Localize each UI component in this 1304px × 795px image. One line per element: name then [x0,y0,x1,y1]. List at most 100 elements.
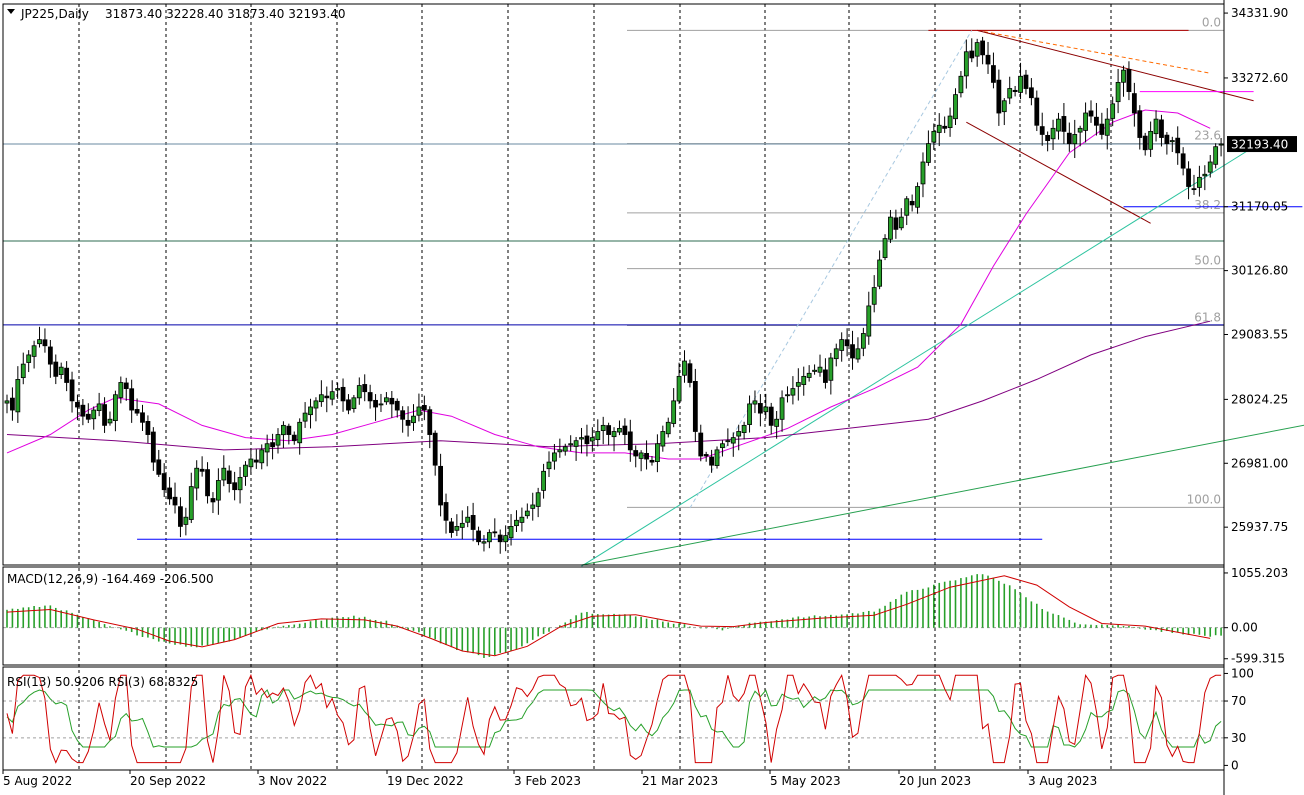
candle [1034,90,1040,132]
candle [102,397,107,433]
candle [606,422,612,446]
price-tick-label-3: 30126.80 [1231,264,1288,278]
candle-body [795,382,801,387]
horizontal-lines[interactable] [3,143,1224,326]
trend-line-6 [581,143,1260,567]
candle-body [638,452,644,459]
candle-body [958,75,964,94]
candle-body [584,435,590,445]
candle-body [1115,81,1121,103]
candle [774,411,780,439]
candle-body [373,399,378,408]
candle-body [167,487,173,500]
rsi-panel[interactable]: RSI(13) 50.9206 RSI(3) 68.8325 [3,673,1224,764]
candle-body [1121,69,1126,83]
candle-body [1197,176,1202,188]
candle [1213,143,1219,169]
main-price-panel[interactable]: 0.0 23.6 38.2 50.0 61.8 100.0 JP225,Daily 318… [3,4,1304,770]
candle [134,398,140,416]
candle [329,380,335,406]
candle [161,463,167,498]
candle [768,402,774,435]
candle-body [53,361,59,377]
price-tick-label-4: 29083.55 [1231,328,1288,342]
candle [178,497,183,538]
candle-body [947,115,953,129]
candle [497,529,503,554]
candle [1218,138,1224,157]
fib-level-label-3: 50.0 [1194,254,1221,268]
candle [449,517,454,538]
last-price-box [1227,136,1297,153]
price-tick-label-1: 33272.60 [1231,71,1288,85]
candle-body [779,397,785,420]
candle-body [503,535,509,543]
candle [31,340,37,369]
candle-body [1148,130,1154,150]
candle [985,41,991,74]
symbol-dropdown-triangle-icon[interactable] [7,9,15,14]
price-tick-label-0: 34331.90 [1231,6,1288,20]
candle-body [850,344,855,359]
candle-body [351,397,357,409]
candle-body [1061,116,1067,132]
candle-body [649,459,655,463]
candle-body [692,381,698,432]
candle [855,337,861,363]
candle-body [248,458,254,468]
candle-body [1034,97,1040,126]
candle-body [774,418,780,427]
candle [1023,69,1029,95]
candle-body [974,42,980,57]
candle-body [687,363,693,383]
fibonacci-retracement[interactable]: 0.0 23.6 38.2 50.0 61.8 100.0 [627,15,1224,508]
time-tick-label-0: 5 Aug 2022 [3,774,72,788]
candle-body [969,50,975,59]
candle [519,507,525,532]
candle-body [817,366,823,373]
moving-average-fast-line [6,109,1211,460]
macd-axis: 1055.203 0.00 -599.315 [1224,566,1288,666]
candle-body [963,51,969,77]
candle [85,403,91,424]
candle [817,354,823,377]
price-axis[interactable]: 34331.90 33272.60 31170.05 30126.80 29083.55… [1224,6,1288,534]
candle-body [129,388,135,411]
candle-body [91,409,97,420]
candle-body [42,339,48,347]
candle [443,493,449,534]
time-tick-label-6: 5 May 2023 [770,774,841,788]
candle-body [80,404,86,417]
fib-level-label-4: 61.8 [1194,311,1221,325]
candle-body [508,526,514,539]
trend-lines[interactable] [137,29,1304,567]
candle [649,456,655,466]
fib-level-label-2: 38.2 [1194,198,1221,212]
candle-body [757,403,763,414]
candle [622,418,628,445]
time-axis[interactable]: 5 Aug 2022 20 Sep 2022 3 Nov 2022 19 Dec 20… [2,770,1097,788]
candle [638,450,644,472]
candle-body [405,419,411,426]
candle-body [145,420,151,435]
candle [346,394,351,415]
candle [763,393,769,419]
candle-body [790,388,796,396]
candle-body [1159,119,1164,138]
candle-body [855,348,861,360]
candle [1088,100,1094,123]
candle-body [893,217,899,230]
candle-body [1110,103,1116,119]
candle-body [1018,75,1023,93]
candle [627,419,633,462]
candle [145,415,151,443]
candle [942,116,948,134]
candle [324,386,330,413]
macd-panel[interactable]: MACD(12,26,9) -164.469 -206.500 [3,572,1224,658]
candle-body [259,449,265,464]
candle [253,449,259,469]
candle-body [486,532,492,543]
candle [96,392,102,417]
candle [1186,161,1191,200]
